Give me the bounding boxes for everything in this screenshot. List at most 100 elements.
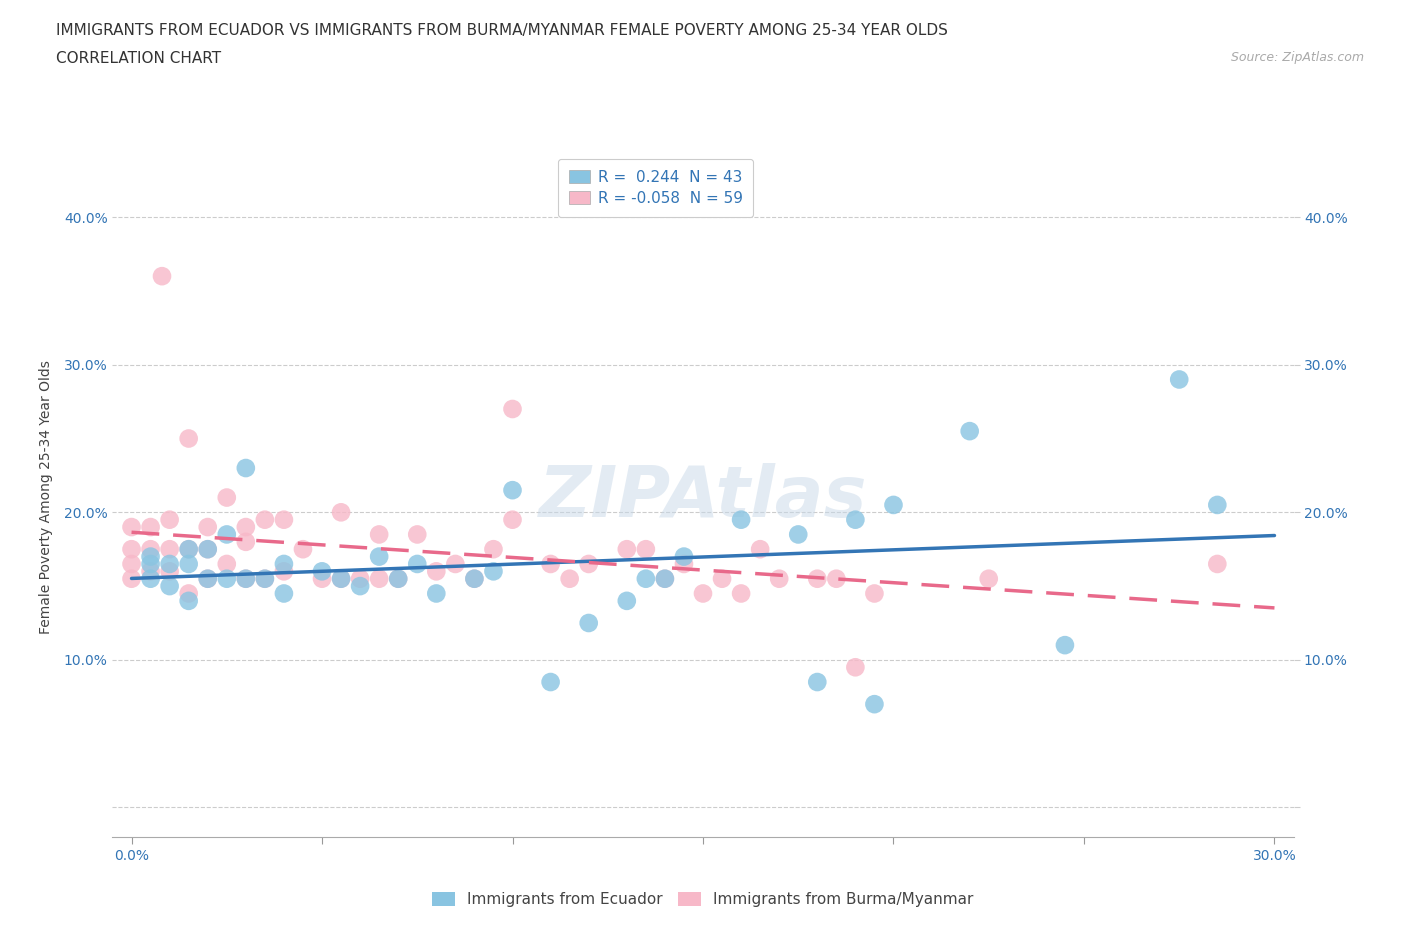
Point	[558, 571, 581, 586]
Point	[177, 593, 200, 608]
Text: ZIPAtlas: ZIPAtlas	[538, 463, 868, 532]
Point	[273, 586, 295, 601]
Point	[616, 542, 638, 557]
Point	[177, 556, 200, 571]
Point	[654, 571, 676, 586]
Point	[291, 542, 314, 557]
Point	[235, 520, 257, 535]
Point	[177, 432, 200, 446]
Point	[1053, 638, 1076, 653]
Point	[311, 571, 333, 586]
Point	[654, 571, 676, 586]
Point	[425, 564, 447, 578]
Text: Source: ZipAtlas.com: Source: ZipAtlas.com	[1230, 51, 1364, 64]
Point	[634, 571, 657, 586]
Point	[177, 542, 200, 557]
Point	[368, 549, 391, 564]
Point	[235, 535, 257, 550]
Point	[444, 556, 467, 571]
Point	[578, 556, 600, 571]
Point	[863, 586, 886, 601]
Point	[634, 542, 657, 557]
Point	[806, 571, 828, 586]
Point	[273, 512, 295, 527]
Point	[692, 586, 714, 601]
Point	[425, 586, 447, 601]
Point	[121, 556, 143, 571]
Point	[139, 549, 162, 564]
Point	[235, 571, 257, 586]
Point	[406, 556, 429, 571]
Point	[159, 564, 181, 578]
Point	[863, 697, 886, 711]
Point	[215, 527, 238, 542]
Point	[749, 542, 772, 557]
Point	[387, 571, 409, 586]
Point	[672, 556, 695, 571]
Text: IMMIGRANTS FROM ECUADOR VS IMMIGRANTS FROM BURMA/MYANMAR FEMALE POVERTY AMONG 25: IMMIGRANTS FROM ECUADOR VS IMMIGRANTS FR…	[56, 23, 948, 38]
Point	[330, 571, 353, 586]
Point	[311, 564, 333, 578]
Point	[330, 505, 353, 520]
Point	[368, 571, 391, 586]
Point	[540, 556, 562, 571]
Point	[197, 571, 219, 586]
Point	[463, 571, 485, 586]
Point	[977, 571, 1000, 586]
Point	[177, 586, 200, 601]
Point	[730, 512, 752, 527]
Point	[159, 578, 181, 593]
Point	[121, 571, 143, 586]
Legend: R =  0.244  N = 43, R = -0.058  N = 59: R = 0.244 N = 43, R = -0.058 N = 59	[558, 159, 754, 217]
Point	[330, 571, 353, 586]
Point	[215, 556, 238, 571]
Point	[578, 616, 600, 631]
Point	[150, 269, 173, 284]
Text: CORRELATION CHART: CORRELATION CHART	[56, 51, 221, 66]
Point	[197, 542, 219, 557]
Point	[273, 564, 295, 578]
Point	[215, 490, 238, 505]
Point	[711, 571, 734, 586]
Point	[502, 402, 524, 417]
Point	[463, 571, 485, 586]
Point	[787, 527, 810, 542]
Point	[368, 527, 391, 542]
Point	[1206, 498, 1229, 512]
Point	[235, 571, 257, 586]
Point	[139, 571, 162, 586]
Point	[253, 512, 276, 527]
Point	[882, 498, 904, 512]
Point	[482, 564, 505, 578]
Point	[253, 571, 276, 586]
Point	[1206, 556, 1229, 571]
Point	[159, 556, 181, 571]
Point	[159, 542, 181, 557]
Point	[121, 520, 143, 535]
Point	[482, 542, 505, 557]
Point	[959, 424, 981, 439]
Point	[502, 483, 524, 498]
Point	[844, 512, 866, 527]
Point	[139, 542, 162, 557]
Point	[197, 520, 219, 535]
Point	[730, 586, 752, 601]
Point	[197, 571, 219, 586]
Point	[139, 564, 162, 578]
Point	[502, 512, 524, 527]
Point	[139, 520, 162, 535]
Point	[406, 527, 429, 542]
Y-axis label: Female Poverty Among 25-34 Year Olds: Female Poverty Among 25-34 Year Olds	[38, 361, 52, 634]
Point	[387, 571, 409, 586]
Point	[215, 571, 238, 586]
Point	[159, 512, 181, 527]
Legend: Immigrants from Ecuador, Immigrants from Burma/Myanmar: Immigrants from Ecuador, Immigrants from…	[426, 885, 980, 913]
Point	[616, 593, 638, 608]
Point	[825, 571, 848, 586]
Point	[806, 674, 828, 689]
Point	[253, 571, 276, 586]
Point	[177, 542, 200, 557]
Point	[197, 542, 219, 557]
Point	[235, 460, 257, 475]
Point	[672, 549, 695, 564]
